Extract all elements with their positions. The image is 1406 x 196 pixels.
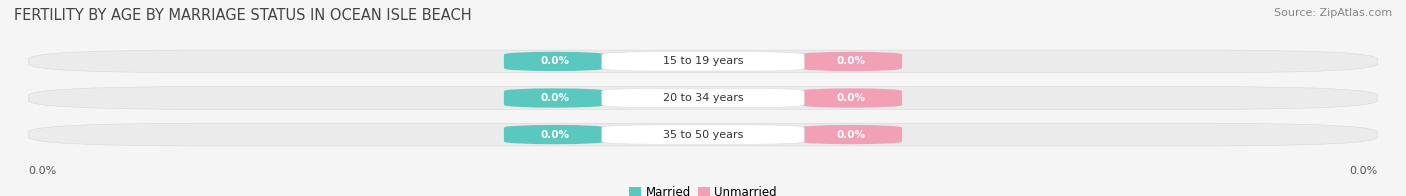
FancyBboxPatch shape [503, 88, 605, 108]
FancyBboxPatch shape [503, 125, 605, 144]
Text: 0.0%: 0.0% [540, 93, 569, 103]
FancyBboxPatch shape [801, 125, 903, 144]
Text: 0.0%: 0.0% [837, 93, 866, 103]
Text: 0.0%: 0.0% [540, 130, 569, 140]
Text: FERTILITY BY AGE BY MARRIAGE STATUS IN OCEAN ISLE BEACH: FERTILITY BY AGE BY MARRIAGE STATUS IN O… [14, 8, 471, 23]
FancyBboxPatch shape [801, 88, 903, 108]
FancyBboxPatch shape [602, 125, 804, 144]
Text: 0.0%: 0.0% [1350, 166, 1378, 176]
Text: 0.0%: 0.0% [837, 56, 866, 66]
Text: 20 to 34 years: 20 to 34 years [662, 93, 744, 103]
FancyBboxPatch shape [28, 50, 1378, 73]
Legend: Married, Unmarried: Married, Unmarried [624, 182, 782, 196]
Text: 0.0%: 0.0% [837, 130, 866, 140]
Text: 0.0%: 0.0% [28, 166, 56, 176]
Text: 35 to 50 years: 35 to 50 years [662, 130, 744, 140]
Text: 15 to 19 years: 15 to 19 years [662, 56, 744, 66]
FancyBboxPatch shape [801, 52, 903, 71]
Text: 0.0%: 0.0% [540, 56, 569, 66]
FancyBboxPatch shape [503, 52, 605, 71]
FancyBboxPatch shape [28, 87, 1378, 109]
Text: Source: ZipAtlas.com: Source: ZipAtlas.com [1274, 8, 1392, 18]
FancyBboxPatch shape [602, 88, 804, 108]
FancyBboxPatch shape [602, 52, 804, 71]
FancyBboxPatch shape [28, 123, 1378, 146]
